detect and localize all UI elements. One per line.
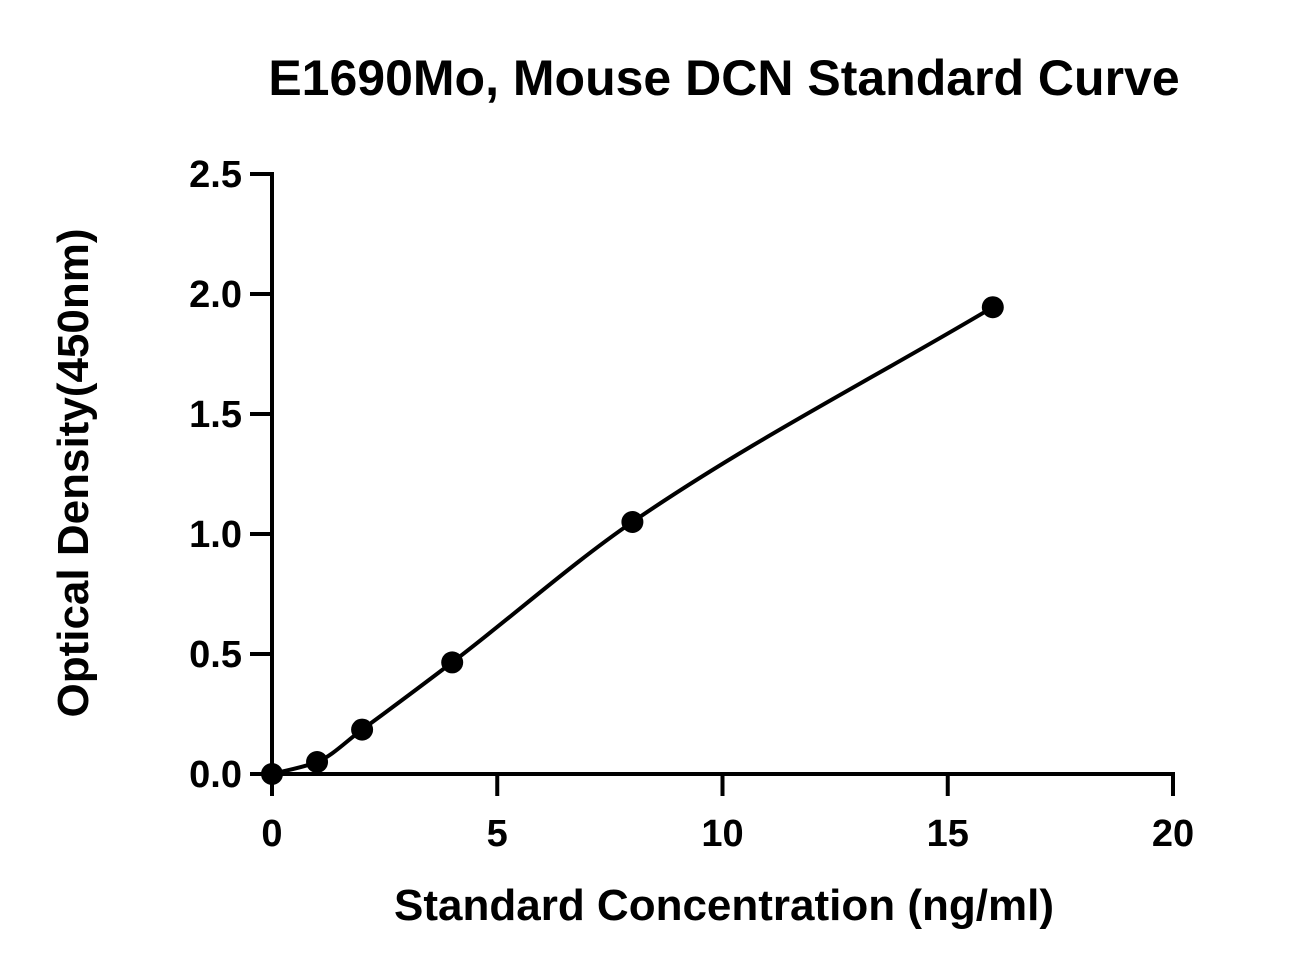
x-axis-ticks: 0 5 10 15 20 [261,774,1194,855]
x-tick-label: 20 [1152,813,1194,855]
chart-title: E1690Mo, Mouse DCN Standard Curve [268,50,1179,106]
plot-area: 0.0 0.5 1.0 1.5 2.0 2.5 0 5 10 15 20 [189,154,1194,855]
x-axis-label: Standard Concentration (ng/ml) [394,881,1054,930]
y-axis-label: Optical Density(450nm) [49,228,98,717]
y-tick-label: 1.5 [189,394,242,436]
y-axis-ticks: 0.0 0.5 1.0 1.5 2.0 2.5 [189,154,272,796]
x-tick-label: 10 [701,813,743,855]
data-points [261,296,1004,785]
x-tick-label: 5 [487,813,508,855]
y-tick-label: 0.0 [189,754,242,796]
x-tick-label: 15 [927,813,969,855]
data-point [981,296,1004,319]
data-point [306,751,329,773]
fit-curve [271,305,994,776]
y-tick-label: 1.0 [189,514,242,556]
data-point [621,511,644,533]
x-tick-label: 0 [261,813,282,855]
y-tick-label: 2.5 [189,154,242,196]
data-point [351,718,374,741]
data-point [441,651,464,674]
y-tick-label: 0.5 [189,634,242,676]
y-tick-label: 2.0 [189,274,242,316]
